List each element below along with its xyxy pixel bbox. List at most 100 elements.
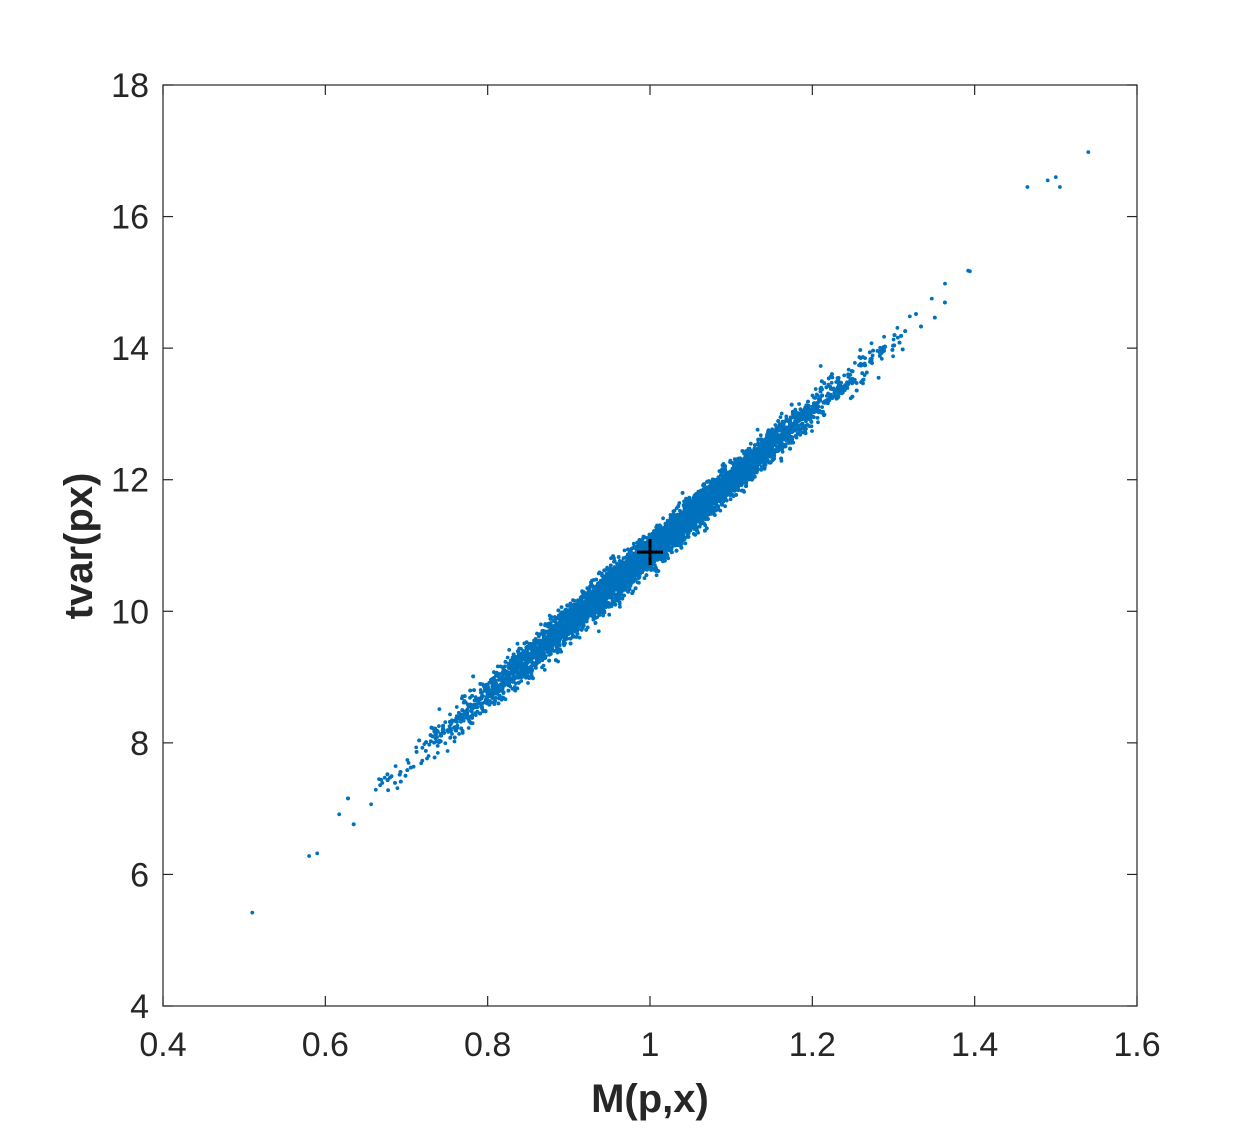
scatter-point <box>565 604 570 608</box>
scatter-point <box>890 347 895 352</box>
scatter-point <box>666 556 671 561</box>
scatter-point <box>610 599 615 603</box>
scatter-point <box>631 541 636 546</box>
scatter-point <box>836 391 841 396</box>
scatter-point <box>661 516 665 521</box>
scatter-point <box>377 777 381 781</box>
scatter-point <box>572 599 577 603</box>
scatter-point <box>435 751 440 755</box>
scatter-point <box>443 741 448 746</box>
scatter-point <box>395 786 400 790</box>
scatter-point <box>437 707 442 711</box>
scatter-point <box>433 736 438 741</box>
scatter-point <box>622 548 627 553</box>
scatter-point <box>425 756 429 761</box>
scatter-point <box>780 449 785 454</box>
scatter-point <box>703 523 708 528</box>
scatter-point <box>601 613 605 618</box>
scatter-point <box>621 556 626 560</box>
scatter-point <box>853 361 857 365</box>
scatter-point <box>635 580 640 585</box>
scatter-point <box>793 407 798 412</box>
scatter-point <box>542 668 547 672</box>
scatter-point <box>462 699 467 703</box>
scatter-point <box>895 335 900 340</box>
scatter-point <box>414 745 419 750</box>
scatter-point <box>828 384 833 389</box>
scatter-point <box>728 497 733 502</box>
scatter-point <box>420 745 425 750</box>
scatter-point <box>448 712 452 717</box>
scatter-point <box>382 775 387 780</box>
scatter-point <box>770 427 775 432</box>
scatter-point <box>548 617 553 621</box>
scatter-point <box>452 739 457 744</box>
scatter-point <box>450 732 454 736</box>
scatter-point <box>723 504 727 509</box>
scatter-point <box>435 744 440 748</box>
scatter-point <box>378 783 382 788</box>
scatter-point <box>493 695 498 700</box>
scatter-point <box>539 622 543 627</box>
scatter-point <box>507 648 512 652</box>
scatter-point <box>668 513 673 517</box>
scatter-point <box>437 724 441 728</box>
scatter-point <box>870 353 875 358</box>
scatter-point <box>907 314 912 319</box>
scatter-point <box>683 541 688 546</box>
scatter-point <box>515 641 520 646</box>
scatter-point <box>388 775 392 780</box>
scatter-point <box>813 387 818 391</box>
scatter-point <box>458 712 463 717</box>
scatter-point <box>797 402 801 406</box>
scatter-point <box>845 386 850 390</box>
scatter-point <box>495 664 500 669</box>
scatter-point <box>405 758 410 762</box>
scatter-point <box>393 764 398 768</box>
scatter-point <box>891 354 895 359</box>
scatter-point <box>559 605 564 609</box>
scatter-point <box>822 413 826 418</box>
scatter-point <box>773 423 778 427</box>
scatter-point <box>654 573 659 578</box>
scatter-point <box>596 629 601 634</box>
scatter-point <box>337 812 342 817</box>
scatter-point <box>448 735 453 740</box>
scatter-point <box>820 405 824 409</box>
scatter-point <box>758 433 763 438</box>
scatter-point <box>466 726 471 730</box>
scatter-point <box>779 411 784 416</box>
scatter-point <box>882 334 886 339</box>
scatter-point <box>929 296 934 301</box>
scatter-point <box>526 681 530 685</box>
scatter-point <box>406 761 411 765</box>
scatter-point <box>369 802 373 807</box>
scatter-point <box>842 373 847 378</box>
scatter-point <box>869 341 874 346</box>
scatter-point <box>419 761 424 766</box>
scatter-point <box>943 281 947 286</box>
scatter-point <box>968 269 972 274</box>
scatter-point <box>443 720 448 724</box>
scatter-point <box>875 349 880 353</box>
scatter-point <box>816 393 820 398</box>
scatter-point <box>513 681 518 686</box>
scatter-point <box>577 635 582 640</box>
scatter-point <box>641 535 646 540</box>
scatter-point <box>605 565 609 570</box>
scatter-point <box>784 414 789 419</box>
scatter-point <box>427 742 432 747</box>
scatter-point <box>829 380 834 385</box>
scatter-point <box>895 326 900 330</box>
scatter-point <box>457 732 461 736</box>
scatter-point <box>525 649 529 654</box>
scatter-point <box>642 576 647 580</box>
scatter-point <box>768 454 773 459</box>
scatter-point <box>373 787 378 792</box>
scatter-point <box>812 415 816 419</box>
scatter-point <box>445 749 450 753</box>
scatter-point <box>505 655 510 660</box>
scatter-point <box>612 601 617 606</box>
